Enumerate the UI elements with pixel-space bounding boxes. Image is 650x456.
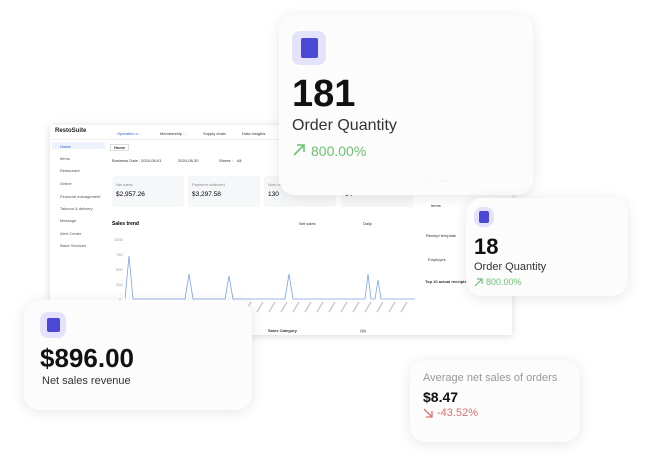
sidebar-item[interactable]: Items <box>60 156 70 161</box>
brand: RestoSuite <box>55 128 87 134</box>
sidebar-item[interactable]: Online <box>60 181 72 186</box>
up-arrow <box>474 278 483 287</box>
sidebar-item[interactable]: Message <box>60 218 77 223</box>
tab[interactable]: Operation c... <box>117 131 142 136</box>
card-label: Order Quantity <box>292 117 397 134</box>
y-tick-label: 250 <box>116 282 123 287</box>
sidebar-active <box>52 142 105 149</box>
top10-title: Top 10 actual receipts <box>425 279 467 284</box>
stat-card: Payment collected $3,297.58 <box>188 176 260 207</box>
filter-label: Stores : <box>219 158 233 163</box>
card-change: -43.52% <box>437 407 478 419</box>
icon <box>40 312 66 338</box>
filter-value[interactable]: 2024-08-30 <box>178 158 199 163</box>
sidebar-item[interactable]: Home <box>60 144 71 149</box>
tab[interactable]: Membership ... <box>160 131 187 136</box>
sidebar-item[interactable]: Restaurant <box>60 168 80 173</box>
order-card-small: 18 Order Quantity 800.00% <box>466 198 628 296</box>
tab[interactable]: Supply chain <box>203 131 226 136</box>
revenue-card: $896.00 Net sales revenue <box>24 300 252 410</box>
card-change: 800.00% <box>311 143 367 159</box>
page-tab[interactable]: Home <box>110 144 130 151</box>
sidebar-item[interactable]: Takeout & delivery <box>60 206 93 211</box>
trend-title: Sales trend <box>112 221 139 227</box>
card-label: Order Quantity <box>474 261 547 273</box>
down-arrow <box>423 408 433 418</box>
stat-card: Net sales $2,957.26 <box>112 176 184 207</box>
stat-label: Payment collected <box>192 182 225 187</box>
card-label: Net sales revenue <box>42 375 131 387</box>
y-tick-label: 750 <box>116 252 123 257</box>
sidebar-item[interactable]: Basic Services <box>60 243 87 248</box>
trend-select[interactable]: Daily <box>363 221 372 226</box>
card-change: 800.00% <box>486 277 522 287</box>
average-card: Average net sales of orders $8.47 -43.52… <box>410 360 580 442</box>
order-card: 181 Order Quantity 800.00% <box>279 15 533 195</box>
y-tick-label: 1000 <box>114 237 123 242</box>
card-value: $8.47 <box>423 389 459 405</box>
y-tick-label: 0 <box>119 297 121 302</box>
card-label: Average net sales of orders <box>423 372 558 384</box>
trend-select[interactable]: Net sales <box>299 221 316 226</box>
bottom-title: Sales Category <box>268 328 297 333</box>
stat-value: $3,297.58 <box>192 191 221 198</box>
filter-label: Business Date : <box>112 158 141 163</box>
up-arrow <box>293 144 305 156</box>
quick-item[interactable]: Employee <box>428 257 446 262</box>
bottom-col: Qty <box>360 328 367 333</box>
icon <box>292 31 326 65</box>
sidebar-item[interactable]: Alert Center <box>60 231 82 236</box>
stat-value: 130 <box>268 191 279 198</box>
quick-item[interactable]: Items <box>431 203 441 208</box>
tab[interactable]: Data Insights <box>242 131 266 136</box>
quick-item[interactable]: Receipt template <box>426 233 457 238</box>
filter-value[interactable]: All <box>237 158 242 163</box>
sidebar-item[interactable]: Financial management <box>60 194 101 199</box>
card-value: 18 <box>474 234 499 259</box>
y-tick-label: 500 <box>116 267 123 272</box>
icon <box>474 207 494 227</box>
card-value: 181 <box>292 73 356 115</box>
stat-value: $2,957.26 <box>116 191 145 198</box>
filter-value[interactable]: 2024-08-01 <box>141 158 162 163</box>
card-value: $896.00 <box>40 343 134 373</box>
stat-label: Net sales <box>116 182 133 187</box>
